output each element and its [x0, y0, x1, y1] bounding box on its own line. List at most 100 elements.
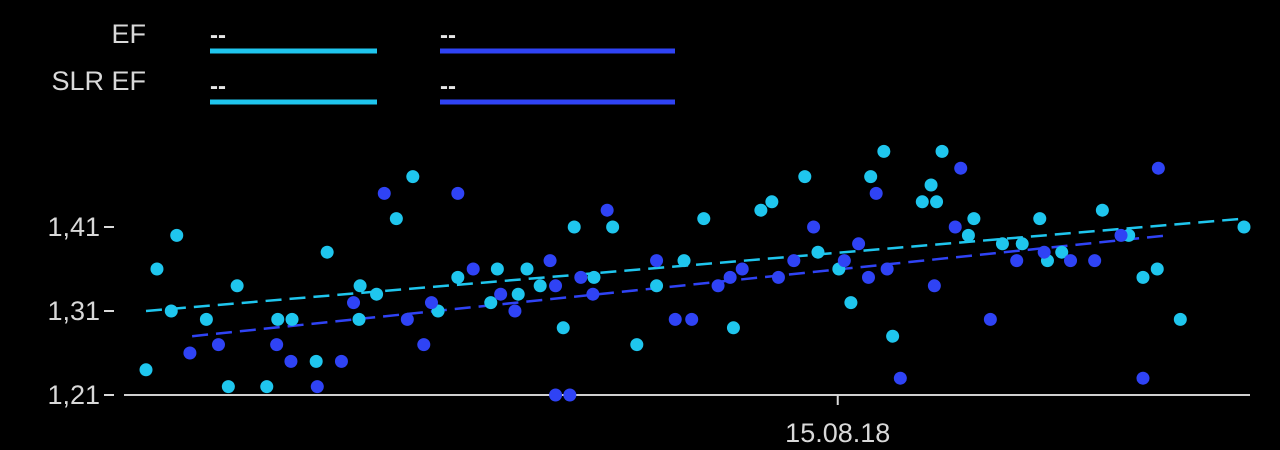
data-point-light: [697, 212, 711, 226]
data-point-dark: [211, 338, 225, 352]
y-tick-label: 1,21: [47, 380, 100, 410]
data-point-dark: [723, 270, 737, 284]
data-point-light: [511, 287, 525, 301]
data-point-light: [915, 195, 929, 209]
data-point-light: [1015, 237, 1029, 251]
data-point-light: [370, 287, 384, 301]
data-point-dark: [310, 380, 324, 394]
data-point-light: [352, 312, 366, 326]
data-point-light: [556, 321, 570, 335]
data-point-dark: [270, 338, 284, 352]
data-point-dark: [668, 312, 682, 326]
data-point-dark: [1010, 254, 1024, 268]
data-point-light: [484, 296, 498, 310]
data-point-light: [320, 245, 334, 259]
data-point-light: [961, 228, 975, 242]
data-point-light: [150, 262, 164, 276]
data-point-dark: [735, 262, 749, 276]
data-point-light: [170, 228, 184, 242]
data-point-dark: [183, 346, 197, 360]
data-point-light: [726, 321, 740, 335]
data-point-light: [606, 220, 620, 234]
data-point-light: [587, 270, 601, 284]
data-point-light: [271, 312, 285, 326]
data-point-dark: [1088, 254, 1102, 268]
data-point-light: [995, 237, 1009, 251]
trendline-light: [145, 217, 1245, 313]
data-point-light: [309, 354, 323, 368]
data-point-light: [221, 380, 235, 394]
data-point-dark: [400, 312, 414, 326]
data-point-dark: [787, 254, 801, 268]
data-point-dark: [685, 312, 699, 326]
data-point-light: [1095, 203, 1109, 217]
data-point-light: [1136, 270, 1150, 284]
data-point-dark: [563, 388, 577, 402]
data-point-dark: [494, 287, 508, 301]
data-point-light: [924, 178, 938, 192]
data-point-light: [389, 212, 403, 226]
data-point-dark: [600, 203, 614, 217]
data-point-dark: [1136, 371, 1150, 385]
legend-label-ef: EF: [111, 19, 146, 49]
data-point-dark: [983, 312, 997, 326]
data-point-dark: [1064, 254, 1078, 268]
data-point-light: [533, 279, 547, 293]
data-point-dark: [1114, 228, 1128, 242]
data-point-light: [1055, 245, 1069, 259]
data-point-light: [677, 254, 691, 268]
legend: EF -- -- SLR EF -- --: [51, 19, 675, 105]
data-point-dark: [424, 296, 438, 310]
data-point-dark: [549, 279, 563, 293]
data-point-dark: [852, 237, 866, 251]
data-point-dark: [807, 220, 821, 234]
legend-value-ef-dark: --: [440, 22, 456, 49]
data-point-light: [285, 312, 299, 326]
data-point-light: [864, 170, 878, 184]
y-tick-label: 1,41: [47, 212, 100, 242]
data-point-dark: [417, 338, 431, 352]
x-tick-label: 15.08.18: [785, 418, 890, 448]
data-point-light: [877, 144, 891, 158]
data-point-light: [811, 245, 825, 259]
trendline-dark: [191, 234, 1168, 338]
trendlines: [145, 217, 1245, 338]
data-points: [139, 144, 1251, 402]
data-point-light: [630, 338, 644, 352]
data-point-dark: [954, 161, 968, 175]
data-point-light: [1033, 212, 1047, 226]
data-point-dark: [347, 296, 361, 310]
data-point-dark: [586, 287, 600, 301]
data-point-light: [650, 279, 664, 293]
data-point-light: [1173, 312, 1187, 326]
data-point-dark: [650, 254, 664, 268]
data-point-light: [260, 380, 274, 394]
data-point-light: [139, 363, 153, 377]
data-point-light: [199, 312, 213, 326]
data-point-dark: [377, 186, 391, 200]
data-point-light: [935, 144, 949, 158]
data-point-dark: [948, 220, 962, 234]
data-point-light: [1150, 262, 1164, 276]
data-point-dark: [893, 371, 907, 385]
data-point-dark: [1037, 245, 1051, 259]
data-point-dark: [574, 270, 588, 284]
data-point-light: [451, 270, 465, 284]
data-point-dark: [880, 262, 894, 276]
data-point-light: [490, 262, 504, 276]
data-point-dark: [927, 279, 941, 293]
data-point-light: [886, 329, 900, 343]
data-point-light: [406, 170, 420, 184]
data-point-dark: [1151, 161, 1165, 175]
data-point-dark: [543, 254, 557, 268]
data-point-dark: [771, 270, 785, 284]
data-point-light: [1237, 220, 1251, 234]
data-point-light: [164, 304, 178, 318]
data-point-light: [765, 195, 779, 209]
data-point-dark: [284, 354, 298, 368]
data-point-dark: [711, 279, 725, 293]
legend-value-slr-ef-dark: --: [440, 73, 456, 100]
data-point-dark: [508, 304, 522, 318]
legend-value-slr-ef-light: --: [210, 73, 226, 100]
data-point-dark: [549, 388, 563, 402]
